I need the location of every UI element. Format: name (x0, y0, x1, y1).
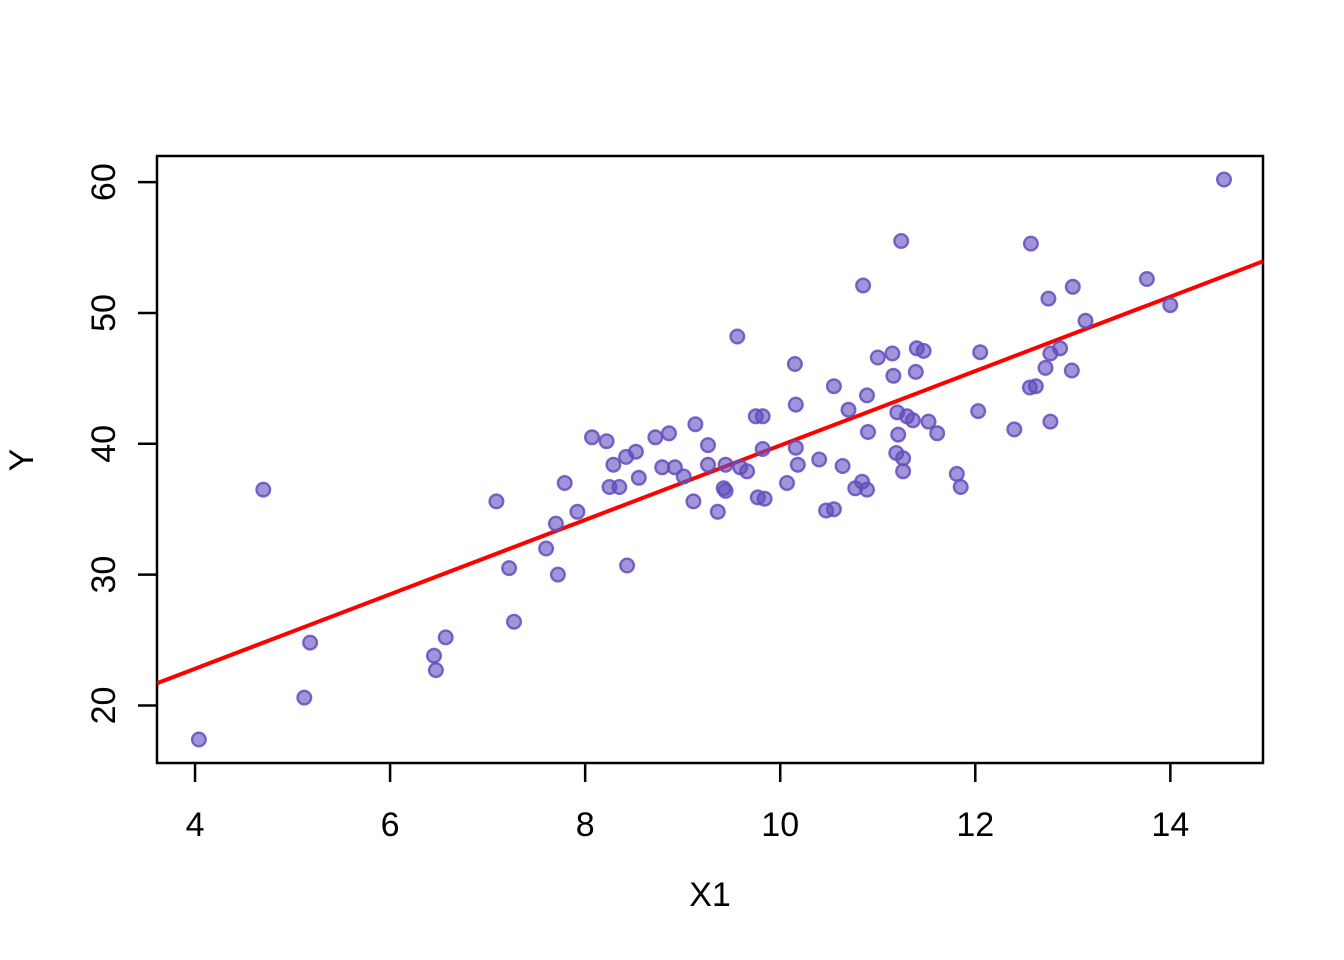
data-point (556, 475, 573, 492)
y-tick-label: 20 (85, 687, 123, 725)
data-point (890, 426, 907, 443)
data-point (426, 647, 443, 664)
data-point (893, 232, 910, 249)
data-point (584, 429, 601, 446)
x-tick-label: 8 (576, 806, 595, 844)
data-point (709, 503, 726, 520)
data-point (885, 367, 902, 384)
data-point (1064, 278, 1081, 295)
data-point (1040, 290, 1057, 307)
data-point (729, 328, 746, 345)
data-point (700, 437, 717, 454)
data-point (855, 277, 872, 294)
data-point (1162, 297, 1179, 314)
data-point (859, 387, 876, 404)
data-point (427, 662, 444, 679)
data-point (860, 424, 877, 441)
data-point (840, 401, 857, 418)
data-point (754, 408, 771, 425)
data-point (1215, 171, 1232, 188)
data-point (717, 456, 734, 473)
data-point (296, 689, 313, 706)
data-point (920, 413, 937, 430)
plot-frame (155, 154, 1265, 765)
data-point (1027, 378, 1044, 395)
data-point (1138, 271, 1155, 288)
data-point (1022, 235, 1039, 252)
data-point (700, 456, 717, 473)
y-tick-label: 60 (85, 163, 123, 201)
scatter-points (190, 171, 1232, 748)
data-point (569, 503, 586, 520)
data-point (786, 356, 803, 373)
data-point (787, 439, 804, 456)
data-point (549, 566, 566, 583)
axis-ticks: 4 6 8 10 12 14 20 30 40 50 60 (85, 163, 1189, 844)
y-tick-label: 30 (85, 556, 123, 594)
data-point (685, 493, 702, 510)
x-tick-label: 10 (761, 806, 799, 844)
data-point (739, 463, 756, 480)
data-point (811, 451, 828, 468)
data-point (929, 425, 946, 442)
data-point (611, 479, 628, 496)
data-point (675, 468, 692, 485)
data-point (1037, 359, 1054, 376)
x-axis-label: X1 (689, 876, 731, 914)
data-point (869, 349, 886, 366)
data-point (630, 469, 647, 486)
data-point (915, 342, 932, 359)
data-point (190, 731, 207, 748)
data-point (789, 456, 806, 473)
data-point (884, 345, 901, 362)
data-point (1052, 340, 1069, 357)
x-tick-label: 6 (381, 806, 400, 844)
x-tick-label: 4 (186, 806, 205, 844)
data-point (1006, 421, 1023, 438)
data-point (859, 481, 876, 498)
data-point (598, 433, 615, 450)
data-point (787, 396, 804, 413)
data-point (834, 458, 851, 475)
y-axis-label: Y (3, 449, 41, 472)
data-point (825, 378, 842, 395)
data-point (547, 515, 564, 532)
data-point (779, 475, 796, 492)
data-point (756, 490, 773, 507)
data-point (895, 463, 912, 480)
data-point (619, 557, 636, 574)
data-point (948, 465, 965, 482)
data-point (717, 482, 734, 499)
data-point (627, 443, 644, 460)
data-point (895, 450, 912, 467)
data-point (501, 560, 518, 577)
data-point (972, 344, 989, 361)
data-point (952, 479, 969, 496)
data-point (970, 403, 987, 420)
data-point (538, 540, 555, 557)
data-point (302, 634, 319, 651)
data-point (437, 629, 454, 646)
data-point (754, 441, 771, 458)
x-tick-label: 12 (956, 806, 994, 844)
data-point (907, 363, 924, 380)
x-tick-label: 14 (1151, 806, 1189, 844)
data-point (605, 456, 622, 473)
data-point (1042, 413, 1059, 430)
y-tick-label: 50 (85, 294, 123, 332)
data-point (506, 613, 523, 630)
y-tick-label: 40 (85, 425, 123, 463)
data-point (825, 501, 842, 518)
data-point (488, 493, 505, 510)
data-point (687, 416, 704, 433)
data-point (1077, 312, 1094, 329)
data-point (647, 429, 664, 446)
data-point (904, 412, 921, 429)
data-point (661, 425, 678, 442)
data-point (1063, 362, 1080, 379)
data-point (255, 481, 272, 498)
